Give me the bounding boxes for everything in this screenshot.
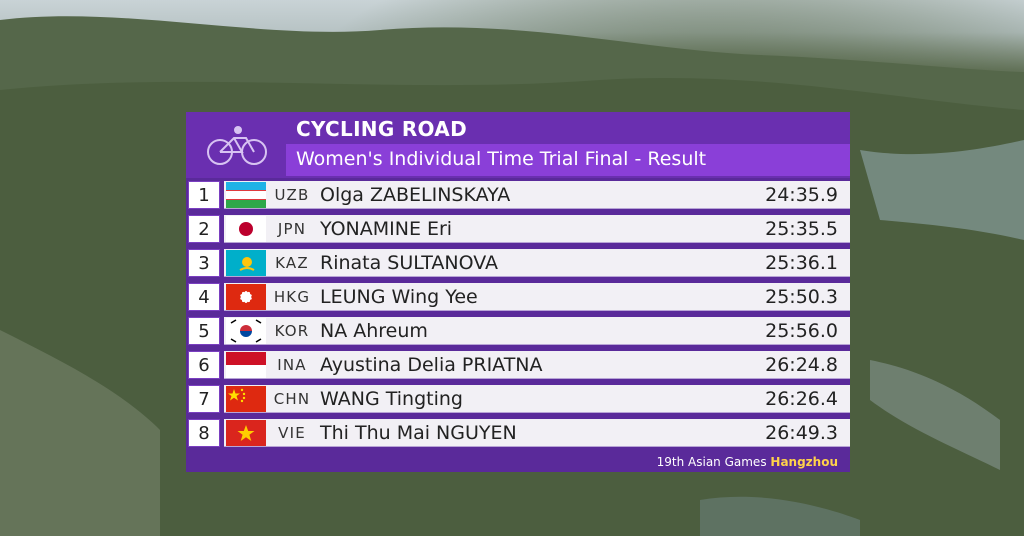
athlete-name: Olga ZABELINSKAYA [320,183,511,206]
athlete-name: Rinata SULTANOVA [320,251,498,274]
kazakhstan-flag-icon [226,249,266,276]
games-city: Hangzhou [770,455,838,469]
result-row: 1 UZB Olga ZABELINSKAYA 24:35.9 [186,178,850,212]
country-code: VIE [278,423,306,442]
subtitle-bar: Women's Individual Time Trial Final - Re… [286,144,850,176]
cycling-logo-icon [207,126,267,165]
athlete-name: WANG Tingting [320,387,463,410]
result-time: 25:36.1 [765,251,838,274]
country-code: UZB [274,185,310,204]
rank: 1 [188,181,220,209]
results-header: CYCLING ROAD Women's Individual Time Tri… [186,112,850,178]
result-row: 5 KOR NA Ahreum 25:56.0 [186,314,850,348]
result-row: 6 INA Ayustina Delia PRIATNA 26:24.8 [186,348,850,382]
results-board: CYCLING ROAD Women's Individual Time Tri… [186,112,850,472]
country-code: INA [277,355,307,374]
sport-title: CYCLING ROAD [296,117,467,141]
japan-flag-icon [226,215,266,242]
rank: 3 [188,249,220,277]
result-time: 26:26.4 [765,387,838,410]
athlete-name: LEUNG Wing Yee [320,285,478,308]
athlete-name: YONAMINE Eri [320,217,453,240]
result-row: 4 HKG LEUNG Wing Yee 25:50.3 [186,280,850,314]
games-footer: 19th Asian Games Hangzhou [186,452,850,472]
country-code: KOR [274,321,310,340]
rank: 6 [188,351,220,379]
event-subtitle: Women's Individual Time Trial Final - Re… [296,148,707,170]
country-code: KAZ [275,253,309,272]
athlete-name: Thi Thu Mai NGUYEN [320,421,517,444]
result-row: 2 JPN YONAMINE Eri 25:35.5 [186,212,850,246]
result-row: 7 CHN WANG Tingting 26:26.4 [186,382,850,416]
rank: 2 [188,215,220,243]
result-row: 8 VIE Thi Thu Mai NGUYEN 26:49.3 [186,416,850,450]
result-time: 26:24.8 [765,353,838,376]
result-time: 25:50.3 [765,285,838,308]
uzbekistan-flag-icon [226,181,266,208]
results-list: 1 UZB Olga ZABELINSKAYA 24:35.9 2 JPN YO… [186,178,850,452]
hong-kong-flag-icon [226,283,266,310]
rank: 4 [188,283,220,311]
result-row: 3 KAZ Rinata SULTANOVA 25:36.1 [186,246,850,280]
rank: 7 [188,385,220,413]
rank: 5 [188,317,220,345]
result-time: 26:49.3 [765,421,838,444]
result-time: 25:56.0 [765,319,838,342]
result-time: 25:35.5 [765,217,838,240]
vietnam-flag-icon [226,419,266,446]
indonesia-flag-icon [226,351,266,378]
athlete-name: Ayustina Delia PRIATNA [320,353,543,376]
rank: 8 [188,419,220,447]
country-code: CHN [273,389,311,408]
country-code: HKG [273,287,311,306]
result-time: 24:35.9 [765,183,838,206]
korea-flag-icon [226,317,266,344]
country-code: JPN [277,219,307,238]
china-flag-icon [226,385,266,412]
athlete-name: NA Ahreum [320,319,428,342]
games-name: 19th Asian Games [656,455,767,469]
